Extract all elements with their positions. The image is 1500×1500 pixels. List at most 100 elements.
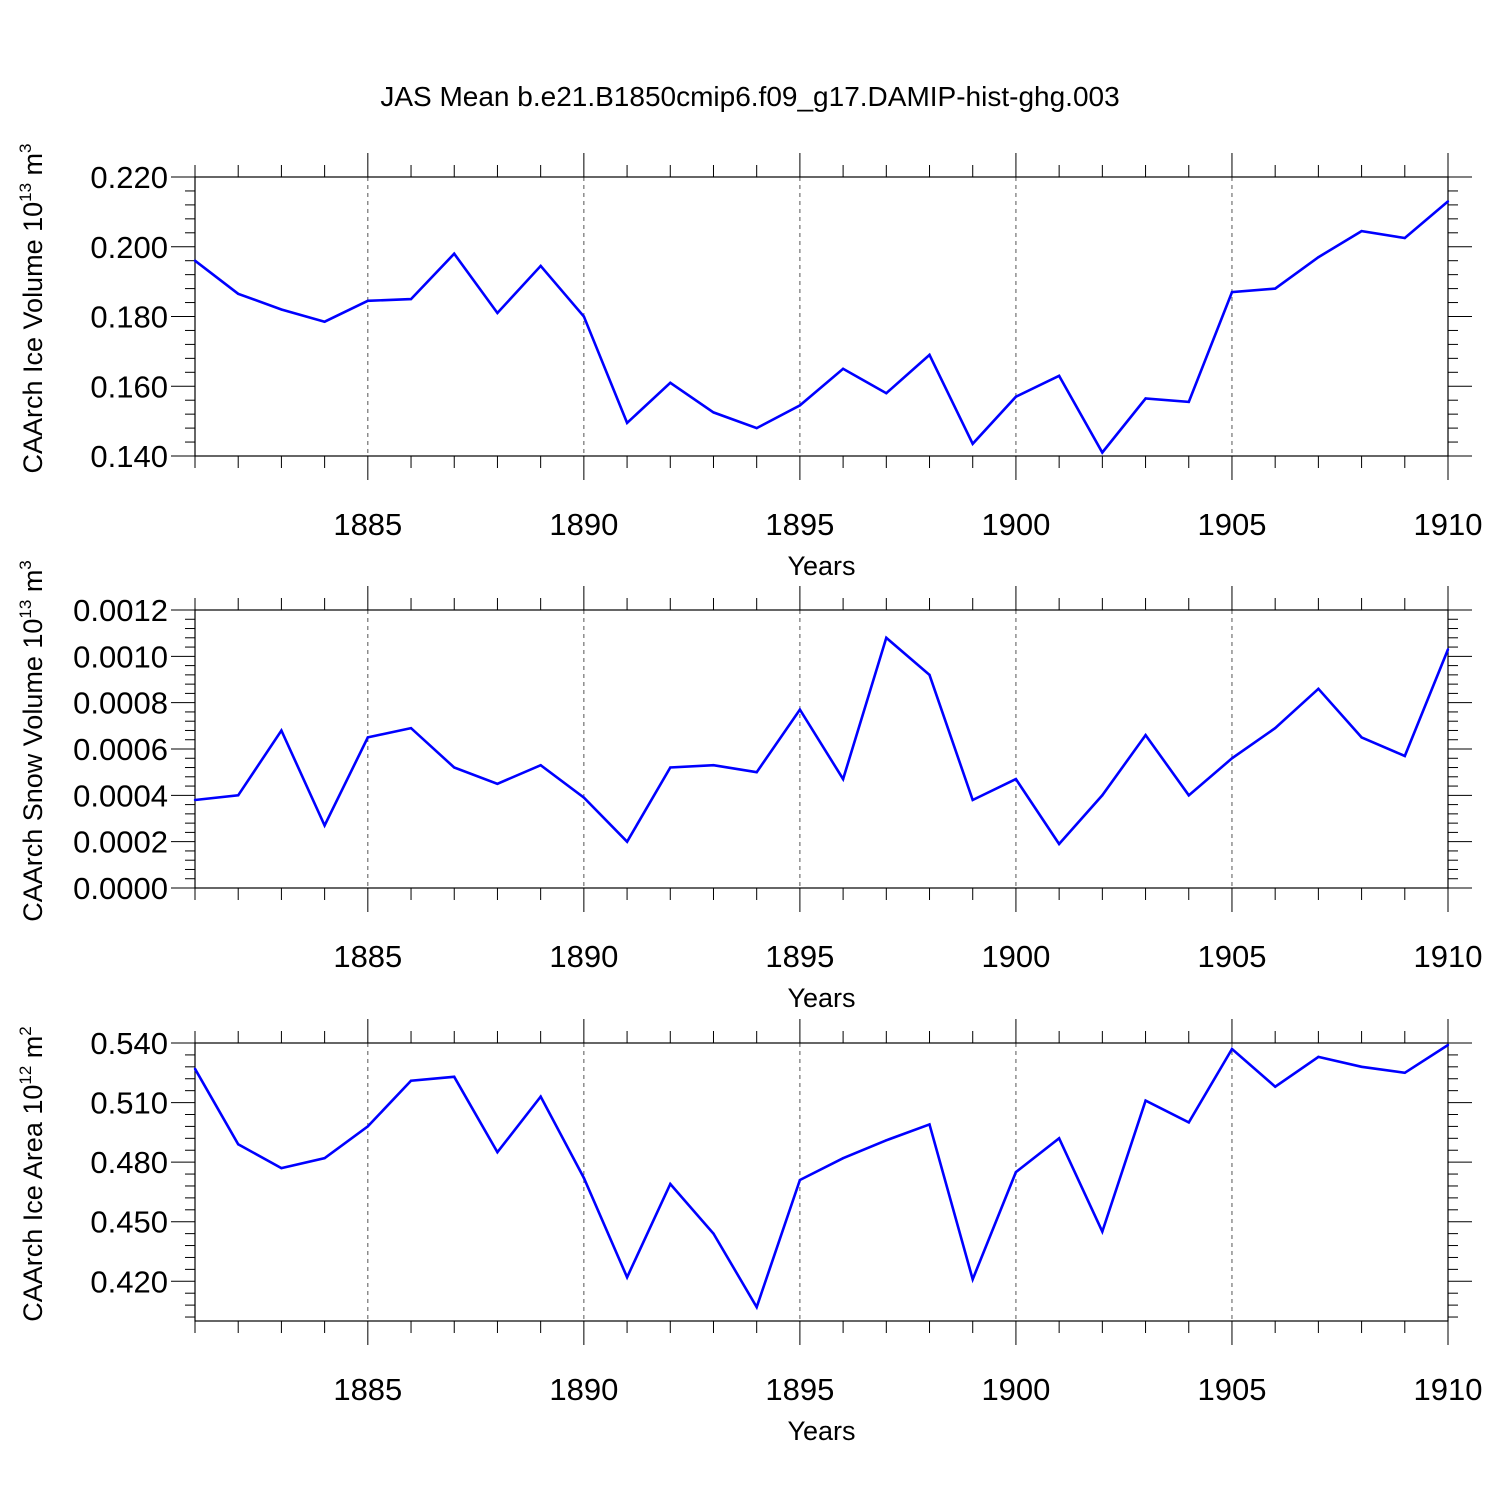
x-tick-label: 1895 bbox=[765, 939, 834, 974]
data-point bbox=[409, 297, 413, 301]
data-point bbox=[1101, 451, 1104, 454]
data-point bbox=[1014, 1170, 1018, 1174]
data-point bbox=[1057, 374, 1061, 377]
y-tick-label: 0.480 bbox=[90, 1145, 168, 1180]
y-tick-label: 0.200 bbox=[90, 230, 168, 265]
data-point bbox=[712, 411, 715, 414]
data-point bbox=[237, 794, 240, 797]
data-point bbox=[323, 824, 326, 827]
data-point bbox=[841, 367, 845, 371]
y-tick-label: 0.540 bbox=[90, 1026, 168, 1061]
x-tick-label: 1890 bbox=[549, 507, 618, 542]
x-axis-label: Years bbox=[787, 1416, 855, 1446]
y-tick-label: 0.0004 bbox=[73, 778, 168, 813]
data-point bbox=[755, 426, 758, 430]
y-tick-label: 0.0010 bbox=[73, 639, 168, 674]
data-point bbox=[798, 1178, 802, 1182]
data-point bbox=[1230, 290, 1234, 294]
x-tick-label: 1890 bbox=[549, 1372, 618, 1407]
data-point bbox=[1144, 1099, 1147, 1102]
data-point bbox=[1101, 1230, 1104, 1233]
y-tick-label: 0.0002 bbox=[73, 825, 168, 860]
data-point bbox=[582, 796, 586, 799]
x-tick-label: 1900 bbox=[981, 1372, 1050, 1407]
data-point bbox=[366, 299, 370, 303]
panel-3: 0.420 0.450 0.480 0.510 0.540 1885 1890 1895 190… bbox=[16, 1019, 1482, 1446]
data-point bbox=[1187, 1121, 1190, 1124]
data-point bbox=[669, 1182, 672, 1186]
data-point bbox=[798, 708, 802, 711]
plot-frame bbox=[194, 1042, 1449, 1322]
data-point bbox=[409, 726, 413, 730]
x-tick-label: 1910 bbox=[1414, 1372, 1483, 1407]
chart-title: JAS Mean b.e21.B1850cmip6.f09_g17.DAMIP-… bbox=[380, 81, 1119, 112]
panel-1: 0.140 0.160 0.180 0.200 0.220 1885 1890 1895 190… bbox=[16, 143, 1482, 581]
data-point bbox=[409, 1079, 413, 1082]
x-tick-label: 1885 bbox=[333, 507, 402, 542]
data-point bbox=[193, 259, 197, 262]
y-tick-label: 0.510 bbox=[90, 1086, 168, 1121]
y-tick-label: 0.0008 bbox=[73, 686, 168, 721]
data-point bbox=[625, 1276, 629, 1279]
data-point bbox=[366, 736, 370, 739]
data-point bbox=[798, 404, 802, 407]
data-point bbox=[1403, 754, 1406, 758]
y-axis-label: CAArch Ice Volume 1013 m3 bbox=[16, 143, 48, 473]
data-point bbox=[971, 798, 974, 802]
data-point bbox=[193, 798, 197, 802]
x-tick-label: 1910 bbox=[1414, 939, 1483, 974]
y-tick-label: 0.0012 bbox=[73, 593, 168, 628]
data-point bbox=[237, 292, 240, 296]
data-point bbox=[1446, 200, 1450, 203]
x-tick-label: 1885 bbox=[333, 1372, 402, 1407]
data-point bbox=[971, 442, 974, 445]
data-point bbox=[1230, 757, 1234, 760]
data-point bbox=[1360, 736, 1363, 739]
data-point bbox=[582, 315, 586, 318]
data-point bbox=[885, 392, 888, 395]
data-point bbox=[669, 381, 672, 384]
data-point bbox=[712, 1232, 715, 1235]
data-point bbox=[1014, 395, 1018, 398]
data-point bbox=[453, 1075, 456, 1078]
y-tick-label: 0.0000 bbox=[73, 871, 168, 906]
data-point bbox=[841, 777, 845, 781]
data-point bbox=[625, 421, 629, 425]
y-tick-label: 0.0006 bbox=[73, 732, 168, 767]
y-tick-label: 0.220 bbox=[90, 160, 168, 195]
data-point bbox=[1057, 1137, 1061, 1140]
x-tick-label: 1895 bbox=[765, 507, 834, 542]
data-point bbox=[193, 1067, 197, 1071]
data-point bbox=[971, 1278, 974, 1281]
data-point bbox=[1101, 794, 1104, 797]
y-axis-label: CAArch Ice Area 1012 m2 bbox=[16, 1026, 48, 1322]
data-point bbox=[539, 264, 542, 268]
data-point bbox=[1317, 1055, 1320, 1059]
data-point bbox=[928, 1123, 931, 1126]
y-tick-label: 0.450 bbox=[90, 1205, 168, 1240]
data-point bbox=[582, 1176, 586, 1180]
data-point bbox=[841, 1156, 845, 1160]
data-point bbox=[1403, 236, 1406, 240]
x-tick-label: 1905 bbox=[1197, 507, 1266, 542]
y-tick-label: 0.160 bbox=[90, 369, 168, 404]
data-point bbox=[496, 782, 499, 785]
x-tick-label: 1905 bbox=[1197, 939, 1266, 974]
data-point bbox=[1187, 400, 1190, 404]
data-point bbox=[1273, 287, 1277, 290]
series-line bbox=[194, 200, 1449, 455]
x-tick-label: 1885 bbox=[333, 939, 402, 974]
data-point bbox=[928, 353, 931, 357]
data-point bbox=[496, 1151, 499, 1154]
data-point bbox=[755, 770, 758, 774]
data-point bbox=[453, 252, 456, 255]
data-point bbox=[755, 1305, 758, 1309]
x-tick-label: 1900 bbox=[981, 939, 1050, 974]
data-point bbox=[885, 636, 888, 639]
data-point bbox=[1360, 229, 1363, 233]
data-point bbox=[280, 308, 283, 311]
data-point bbox=[1187, 794, 1190, 797]
data-point bbox=[280, 729, 283, 732]
data-point bbox=[1144, 733, 1147, 737]
